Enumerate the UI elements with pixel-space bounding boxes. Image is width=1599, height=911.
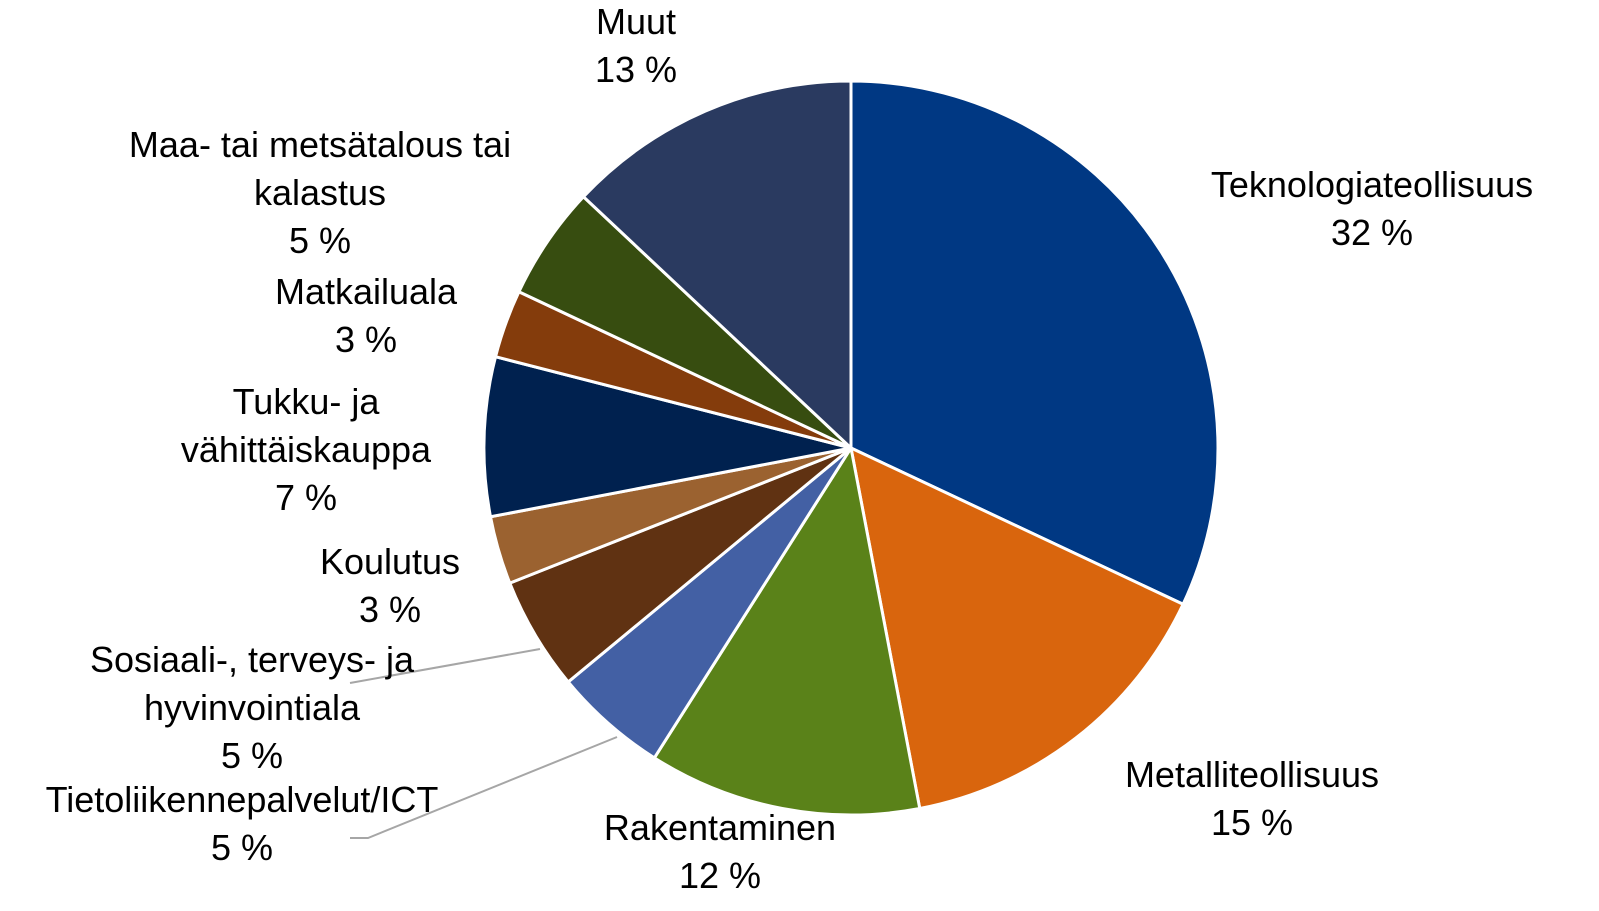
pie-slice — [849, 79, 1220, 607]
category-name: Sosiaali-, terveys- ja hyvinvointiala — [89, 639, 415, 728]
category-name: Metalliteollisuus — [1124, 754, 1380, 795]
category-name: Koulutus — [319, 541, 461, 582]
slice-label: Metalliteollisuus 15 % — [1072, 751, 1432, 847]
value-label: 3 % — [334, 319, 398, 360]
slice-label: Matkailuala 3 % — [216, 268, 516, 364]
category-name: Tukku- ja vähittäiskauppa — [180, 381, 432, 470]
pie-slice — [652, 443, 922, 817]
value-label: 5 % — [288, 220, 352, 261]
pie-slice — [581, 79, 853, 452]
value-label: 5 % — [220, 735, 284, 776]
pie-slice — [848, 445, 1186, 811]
value-label: 15 % — [1210, 802, 1294, 843]
category-name: Maa- tai metsätalous tai kalastus — [128, 124, 512, 213]
value-label: 32 % — [1330, 212, 1414, 253]
value-label: 13 % — [594, 49, 678, 90]
category-name: Tietoliikennepalvelut/ICT — [45, 779, 439, 820]
slice-label: Teknologiateollisuus 32 % — [1162, 161, 1582, 257]
category-name: Muut — [595, 1, 677, 42]
slices — [482, 79, 1220, 817]
slice-label: Tukku- ja vähittäiskauppa 7 % — [156, 378, 456, 522]
category-name: Matkailuala — [274, 271, 458, 312]
value-label: 12 % — [678, 855, 762, 896]
slice-label: Sosiaali-, terveys- ja hyvinvointiala 5 % — [52, 636, 452, 780]
leader-line — [349, 648, 541, 684]
category-name: Rakentaminen — [603, 807, 837, 848]
slice-label: Koulutus 3 % — [240, 538, 540, 634]
value-label: 3 % — [358, 589, 422, 630]
value-label: 7 % — [274, 477, 338, 518]
slice-label: Maa- tai metsätalous tai kalastus 5 % — [120, 121, 520, 265]
leader-line — [350, 736, 618, 839]
slice-label: Muut 13 % — [536, 0, 736, 94]
value-label: 5 % — [210, 827, 274, 868]
slice-label: Tietoliikennepalvelut/ICT 5 % — [2, 776, 482, 872]
slice-label: Rakentaminen 12 % — [540, 804, 900, 900]
pie-slice — [482, 354, 852, 519]
category-name: Teknologiateollisuus — [1210, 164, 1534, 205]
